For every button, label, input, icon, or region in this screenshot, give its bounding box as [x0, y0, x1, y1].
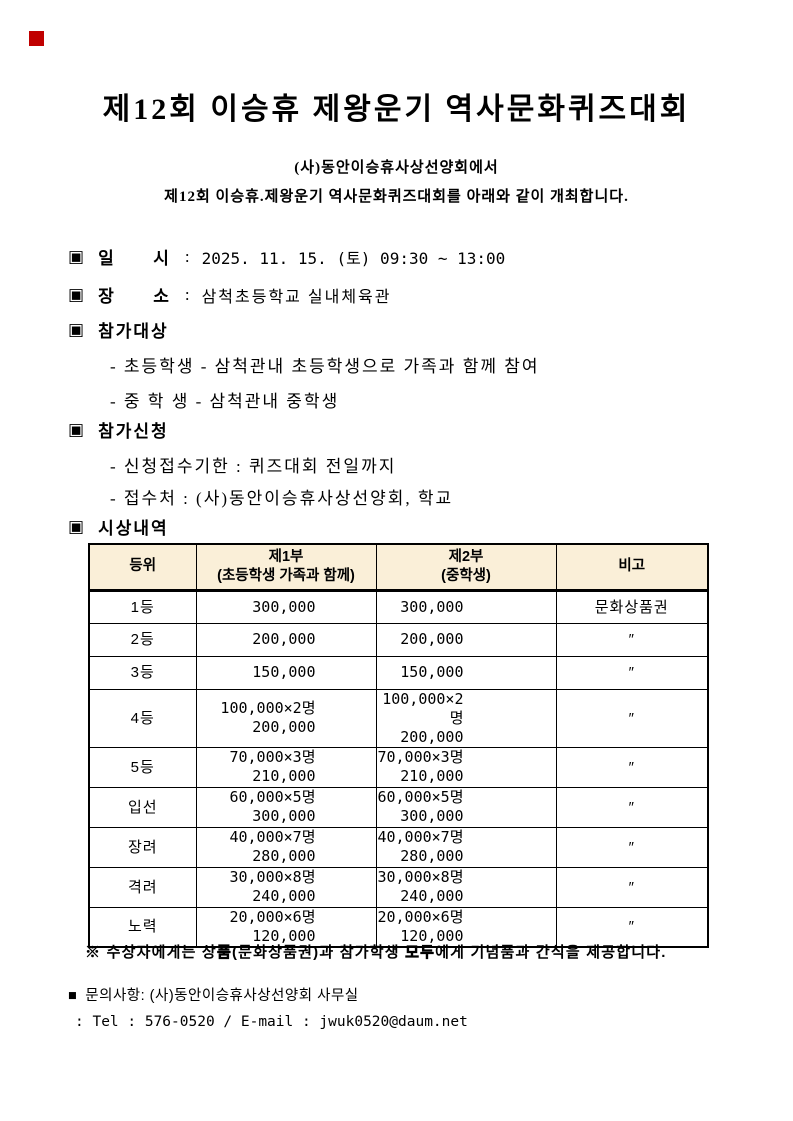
part1-amount-cell: 300,000: [195, 589, 377, 624]
note-cell: 문화상품권: [555, 589, 709, 624]
part2-amount-cell: 200,000: [375, 622, 557, 657]
square-bullet-icon: ▣: [68, 246, 87, 267]
part2-amount-cell: 20,000×6명 120,000: [375, 906, 557, 948]
col-header-part1: 제1부 (초등학생 가족과 함께): [195, 543, 377, 592]
note-cell: ″: [555, 826, 709, 868]
table-row: 노력 20,000×6명 120,000 20,000×6명 120,000 ″: [88, 906, 709, 948]
square-bullet-icon: ▣: [68, 516, 87, 537]
square-bullet-icon: ▣: [68, 284, 87, 305]
rank-cell: 1등: [88, 589, 197, 624]
datetime-value: 2025. 11. 15. (토) 09:30 ~ 13:00: [201, 248, 506, 268]
square-bullet-icon: ▣: [68, 419, 87, 440]
part2-amount-cell: 60,000×5명 300,000: [375, 786, 557, 828]
part2-amount-cell: 150,000: [375, 655, 557, 690]
part2-amount-cell: 70,000×3명 210,000: [375, 746, 557, 788]
note-text: (문화상품권)과 참가학생: [231, 944, 406, 961]
location-value: 삼척초등학교 실내체육관: [201, 288, 392, 306]
note-text: 에게 기념품과 간식을 제공합니다.: [435, 944, 667, 961]
info-item-datetime: ▣ 일 시 : 2025. 11. 15. (토) 09:30 ~ 13:00: [68, 244, 505, 269]
page-title: 제12회 이승휴 제왕운기 역사문화퀴즈대회: [102, 93, 691, 126]
note-emphasis: 품: [216, 944, 232, 962]
square-bullet-icon: ▣: [68, 319, 87, 340]
note-cell: ″: [555, 786, 709, 828]
part1-amount-cell: 150,000: [195, 655, 377, 690]
table-row: 장려 40,000×7명 280,000 40,000×7명 280,000 ″: [88, 826, 709, 868]
note-cell: ″: [555, 866, 709, 908]
intro-line-1: (사)동안이승휴사상선양회에서: [294, 160, 499, 176]
table-row: 격려 30,000×8명 240,000 30,000×8명 240,000 ″: [88, 866, 709, 908]
part2-amount-cell: 100,000×2명 200,000: [375, 688, 557, 748]
separator: :: [184, 246, 192, 266]
info-item-prizes: ▣ 시상내역: [68, 514, 169, 539]
rank-cell: 입선: [88, 786, 197, 828]
part1-amount-cell: 200,000: [195, 622, 377, 657]
note-text: ※ 수상자에게는 상: [85, 944, 217, 961]
table-row: 5등 70,000×3명 210,000 70,000×3명 210,000 ″: [88, 746, 709, 788]
application-label: 참가신청: [98, 422, 169, 441]
rank-cell: 4등: [88, 688, 197, 748]
table-row: 입선 60,000×5명 300,000 60,000×5명 300,000 ″: [88, 786, 709, 828]
application-sub-office: - 접수처 : (사)동안이승휴사상선양회, 학교: [110, 489, 454, 508]
note-emphasis: 모두: [405, 944, 436, 962]
part1-amount-cell: 30,000×8명 240,000: [195, 866, 377, 908]
part2-amount-cell: 40,000×7명 280,000: [375, 826, 557, 868]
table-row: 4등 100,000×2명 200,000 100,000×2명 200,000…: [88, 688, 709, 748]
rank-cell: 장려: [88, 826, 197, 868]
table-row: 3등 150,000 150,000 ″: [88, 655, 709, 690]
note-cell: ″: [555, 906, 709, 948]
contact-text: 문의사항: (사)동안이승휴사상선양회 사무실: [85, 988, 359, 1004]
eligibility-label: 참가대상: [98, 322, 169, 341]
table-row: 2등 200,000 200,000 ″: [88, 622, 709, 657]
part1-amount-cell: 40,000×7명 280,000: [195, 826, 377, 868]
application-sub-deadline: - 신청접수기한 : 퀴즈대회 전일까지: [110, 457, 397, 476]
table-row: 1등 300,000 300,000 문화상품권: [88, 589, 709, 624]
info-item-application: ▣ 참가신청: [68, 417, 169, 442]
filled-square-bullet-icon: ■: [68, 988, 78, 1004]
prize-table: 등위 제1부 (초등학생 가족과 함께) 제2부 (중학생) 비고 1등 300…: [88, 543, 709, 948]
contact-info: ■ 문의사항: (사)동안이승휴사상선양회 사무실: [68, 984, 359, 1005]
note-cell: ″: [555, 655, 709, 690]
col-header-note: 비고: [555, 543, 709, 592]
tel-email-line: : Tel : 576-0520 / E-mail : jwuk0520@dau…: [75, 1014, 468, 1030]
part2-amount-cell: 300,000: [375, 589, 557, 624]
location-label: 장 소: [98, 287, 171, 306]
rank-cell: 5등: [88, 746, 197, 788]
datetime-label: 일 시: [98, 249, 171, 268]
rank-cell: 격려: [88, 866, 197, 908]
note-cell: ″: [555, 622, 709, 657]
prize-note: ※ 수상자에게는 상품(문화상품권)과 참가학생 모두에게 기념품과 간식을 제…: [85, 941, 667, 962]
table-header-row: 등위 제1부 (초등학생 가족과 함께) 제2부 (중학생) 비고: [88, 543, 709, 592]
note-cell: ″: [555, 688, 709, 748]
separator: :: [184, 284, 192, 304]
col-header-rank: 등위: [88, 543, 197, 592]
part1-amount-cell: 70,000×3명 210,000: [195, 746, 377, 788]
part2-amount-cell: 30,000×8명 240,000: [375, 866, 557, 908]
rank-cell: 노력: [88, 906, 197, 948]
rank-cell: 2등: [88, 622, 197, 657]
col-header-part2: 제2부 (중학생): [375, 543, 557, 592]
eligibility-sub-elementary: - 초등학생 - 삼척관내 초등학생으로 가족과 함께 참여: [110, 357, 540, 376]
part1-amount-cell: 100,000×2명 200,000: [195, 688, 377, 748]
intro-line-2: 제12회 이승휴.제왕운기 역사문화퀴즈대회를 아래와 같이 개최합니다.: [164, 189, 629, 205]
info-item-eligibility: ▣ 참가대상: [68, 317, 169, 342]
note-cell: ″: [555, 746, 709, 788]
info-item-location: ▣ 장 소 : 삼척초등학교 실내체육관: [68, 282, 392, 307]
eligibility-sub-middle: - 중 학 생 - 삼척관내 중학생: [110, 392, 340, 411]
part1-amount-cell: 20,000×6명 120,000: [195, 906, 377, 948]
red-square-marker: [29, 31, 44, 46]
rank-cell: 3등: [88, 655, 197, 690]
part1-amount-cell: 60,000×5명 300,000: [195, 786, 377, 828]
prizes-label: 시상내역: [98, 519, 169, 538]
